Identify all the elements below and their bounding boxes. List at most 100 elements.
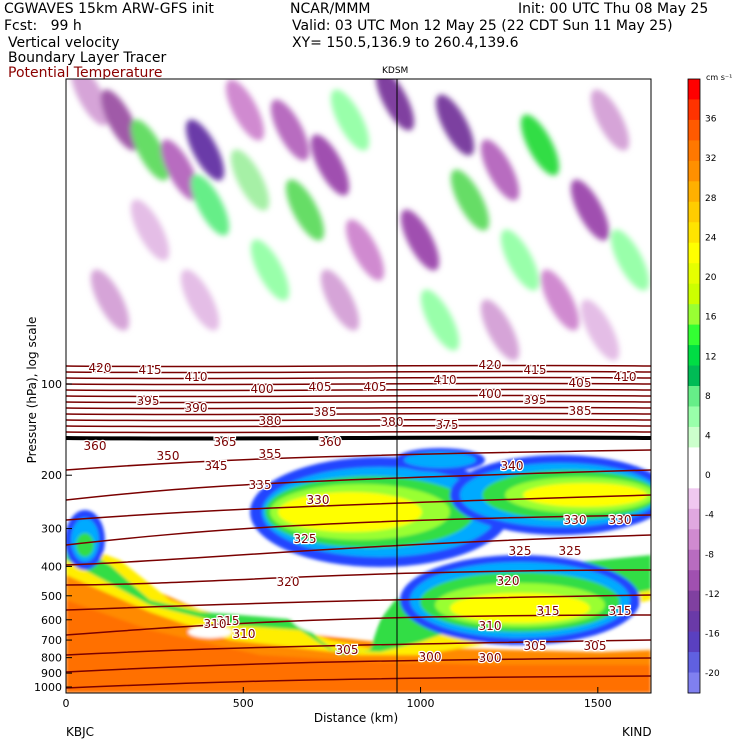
wave-cell [540, 269, 580, 331]
theta-label: 420 [479, 358, 502, 372]
theta-label: 350 [157, 449, 180, 463]
theta-label: 320 [277, 575, 300, 589]
colorbar-swatch [688, 652, 700, 674]
wave-cell [345, 219, 385, 281]
isentrope [66, 400, 651, 404]
colorbar-swatch [688, 201, 700, 223]
y-tick-label: 200 [41, 469, 62, 482]
station-marker-label: KDSM [382, 66, 409, 76]
colorbar-swatch [688, 672, 700, 694]
org-label: NCAR/MMM [290, 1, 371, 17]
isentrope [66, 376, 651, 380]
theta-label: 420 [89, 361, 112, 375]
wave-cell [400, 209, 440, 271]
wave-cell [270, 99, 310, 161]
cross-section-endpoints: XY= 150.5,136.9 to 260.4,139.6 [292, 35, 519, 51]
colorbar-tick-label: 24 [705, 233, 717, 243]
theta-label: 415 [139, 363, 162, 377]
theta-label: 365 [214, 435, 237, 449]
colorbar-swatch [688, 181, 700, 203]
colorbar-tick-label: 4 [705, 432, 711, 442]
colorbar-swatch [688, 222, 700, 244]
valid-time: Valid: 03 UTC Mon 12 May 25 (22 CDT Sun … [292, 18, 673, 34]
theta-label: 355 [259, 447, 282, 461]
wave-cell [500, 229, 540, 291]
isentrope [66, 430, 651, 434]
colorbar-swatch [688, 386, 700, 407]
wave-cell [100, 89, 140, 151]
theta-label: 340 [501, 459, 524, 473]
isentrope [66, 639, 651, 656]
colorbar-swatch [688, 283, 700, 305]
theta-label: 320 [497, 574, 520, 588]
y-axis-title: Pressure (hPa), log scale [25, 317, 39, 464]
wave-cell [250, 239, 290, 301]
y-tick-label: 300 [41, 523, 62, 536]
wave-cell [225, 79, 265, 141]
colorbar: 36 32 28 24 20 16 12 8 4 0 -4 -8 -12 -16 -20 [687, 78, 720, 694]
potential-temperature-labels: 420 415 410 400 405 405 410 420 415 405 410 395 390 3… [82, 357, 637, 667]
wave-cell [160, 139, 200, 201]
y-tick-label: 700 [41, 634, 62, 647]
colorbar-swatch [688, 160, 700, 182]
colorbar-swatch [688, 263, 700, 285]
colorbar-swatch [688, 508, 700, 530]
field-vertical-velocity: Vertical velocity [8, 35, 120, 51]
colorbar-frame [687, 78, 701, 694]
isentrope [66, 657, 651, 673]
theta-label: 345 [205, 459, 228, 473]
y-tick-label: 800 [41, 652, 62, 665]
theta-label: 330 [307, 493, 330, 507]
colorbar-swatch [688, 406, 700, 428]
theta-label: 310 [479, 619, 502, 633]
theta-label: 360 [319, 435, 342, 449]
theta-label: 335 [249, 478, 272, 492]
wave-cell [480, 139, 520, 201]
model-title: CGWAVES 15km ARW-GFS init [4, 1, 214, 17]
isentrope [66, 406, 651, 410]
wave-cell [230, 149, 270, 211]
theta-label: 315 [217, 614, 240, 628]
theta-label: 325 [559, 544, 582, 558]
wave-cell [130, 199, 170, 261]
isentrope [66, 569, 651, 586]
theta-label: 310 [233, 627, 256, 641]
theta-label: 415 [524, 363, 547, 377]
plot-frame [65, 78, 652, 694]
theta-label: 315 [537, 604, 560, 618]
isentrope [66, 424, 651, 428]
wave-cell [580, 299, 620, 361]
x-tick-label: 1500 [584, 697, 612, 710]
colorbar-swatch [688, 79, 700, 100]
colorbar-swatch [688, 345, 700, 367]
theta-label: 385 [569, 404, 592, 418]
wave-cell [450, 169, 490, 231]
wave-cell [70, 79, 110, 126]
field-bl-tracer: Boundary Layer Tracer [8, 50, 167, 66]
theta-label: 330 [609, 513, 632, 527]
theta-label: 360 [84, 439, 107, 453]
colorbar-swatch [688, 426, 700, 448]
colorbar-tick-label: -20 [705, 669, 720, 679]
x-tick-label: 500 [233, 697, 254, 710]
wave-cell [570, 179, 610, 241]
theta-label: 410 [614, 370, 637, 384]
theta-label: 305 [524, 639, 547, 653]
colorbar-swatch [688, 119, 700, 141]
colorbar-tick-label: -8 [705, 550, 714, 560]
wave-cell [610, 229, 650, 291]
wave-cell [590, 89, 630, 151]
isentrope [66, 614, 651, 636]
colorbar-tick-label: 12 [705, 352, 716, 362]
isentrope [66, 514, 651, 546]
wave-cell [420, 289, 460, 351]
colorbar-tick-label: -16 [705, 630, 720, 640]
theta-label: 325 [294, 532, 317, 546]
forecast-hour: Fcst: 99 h [4, 18, 82, 34]
theta-label: 380 [381, 415, 404, 429]
wave-cell [90, 269, 130, 331]
colorbar-swatch [688, 140, 700, 162]
colorbar-swatch [688, 324, 700, 346]
wave-cell [320, 269, 360, 331]
